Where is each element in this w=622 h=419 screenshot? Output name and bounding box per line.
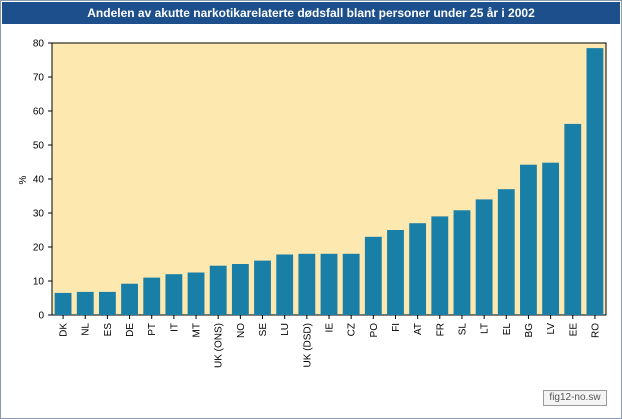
bar-fr [431,216,449,315]
y-tick-label: 80 [33,39,45,50]
bar-no [231,264,249,315]
x-tick-label: FR [435,323,446,336]
bar-lt [475,199,493,315]
x-tick-label: CZ [347,323,358,336]
bar-mt [187,272,205,315]
x-tick-label: PO [369,323,380,338]
title-bar: Andelen av akutte narkotikarelaterte død… [2,2,620,24]
y-tick-label: 20 [33,243,45,254]
bar-sl [453,210,471,315]
bar-de [121,283,138,315]
x-tick-label: AT [413,323,424,335]
bar-se [254,260,271,315]
x-tick-label: EE [568,323,579,337]
bars-group [54,48,604,315]
x-tick-label: NL [81,323,92,336]
bar-bg [520,164,537,315]
bar-nl [76,291,94,315]
bar-uk-ons [209,265,227,315]
bar-cz [342,253,360,315]
bar-it [165,274,183,315]
x-tick-label: LT [480,323,491,334]
y-tick-label: 30 [33,209,45,220]
bar-el [497,189,515,315]
bar-uk-dsd [298,253,316,315]
y-tick-label: 40 [33,175,45,186]
x-tick-label: IE [325,323,336,333]
y-axis: 0 10 20 30 40 50 60 70 80 [33,39,52,322]
x-tick-label: LV [546,323,557,335]
x-tick-label: UK (DSD) [302,323,313,367]
x-axis: DK NL ES DE PT IT MT UK (ONS) NO SE LU UK (DSD) IE CZ… [59,315,601,368]
bar-at [409,223,427,315]
x-tick-label: UK (ONS) [214,323,225,368]
bar-ie [320,253,338,315]
y-tick-label: 0 [38,311,44,322]
figure-id-badge[interactable]: fig12-no.sw [543,390,607,406]
x-tick-label: MT [192,323,203,337]
y-tick-label: 50 [33,141,45,152]
x-tick-label: NO [236,323,247,338]
x-tick-label: BG [524,323,535,338]
chart-title: Andelen av akutte narkotikarelaterte død… [87,6,535,20]
y-tick-label: 70 [33,73,45,84]
bar-lv [542,162,560,315]
x-tick-label: LU [280,323,291,336]
bar-po [364,236,382,315]
bar-es [98,291,116,315]
bar-ro [586,48,604,315]
x-tick-label: DE [125,323,136,337]
bar-pt [143,277,161,315]
x-tick-label: FI [391,323,402,332]
x-tick-label: ES [103,323,114,337]
bar-dk [54,292,72,315]
x-tick-label: SL [457,323,468,336]
y-tick-label: 60 [33,107,45,118]
x-tick-label: PT [147,323,158,336]
x-tick-label: EL [502,323,513,336]
bar-lu [276,254,294,315]
bar-fi [387,230,404,315]
y-axis-label: % [18,175,29,184]
x-tick-label: SE [258,323,269,337]
x-tick-label: IT [169,323,180,332]
x-tick-label: DK [59,323,70,337]
x-tick-label: RO [590,323,601,338]
y-tick-label: 10 [33,277,45,288]
bar-ee [564,123,582,315]
